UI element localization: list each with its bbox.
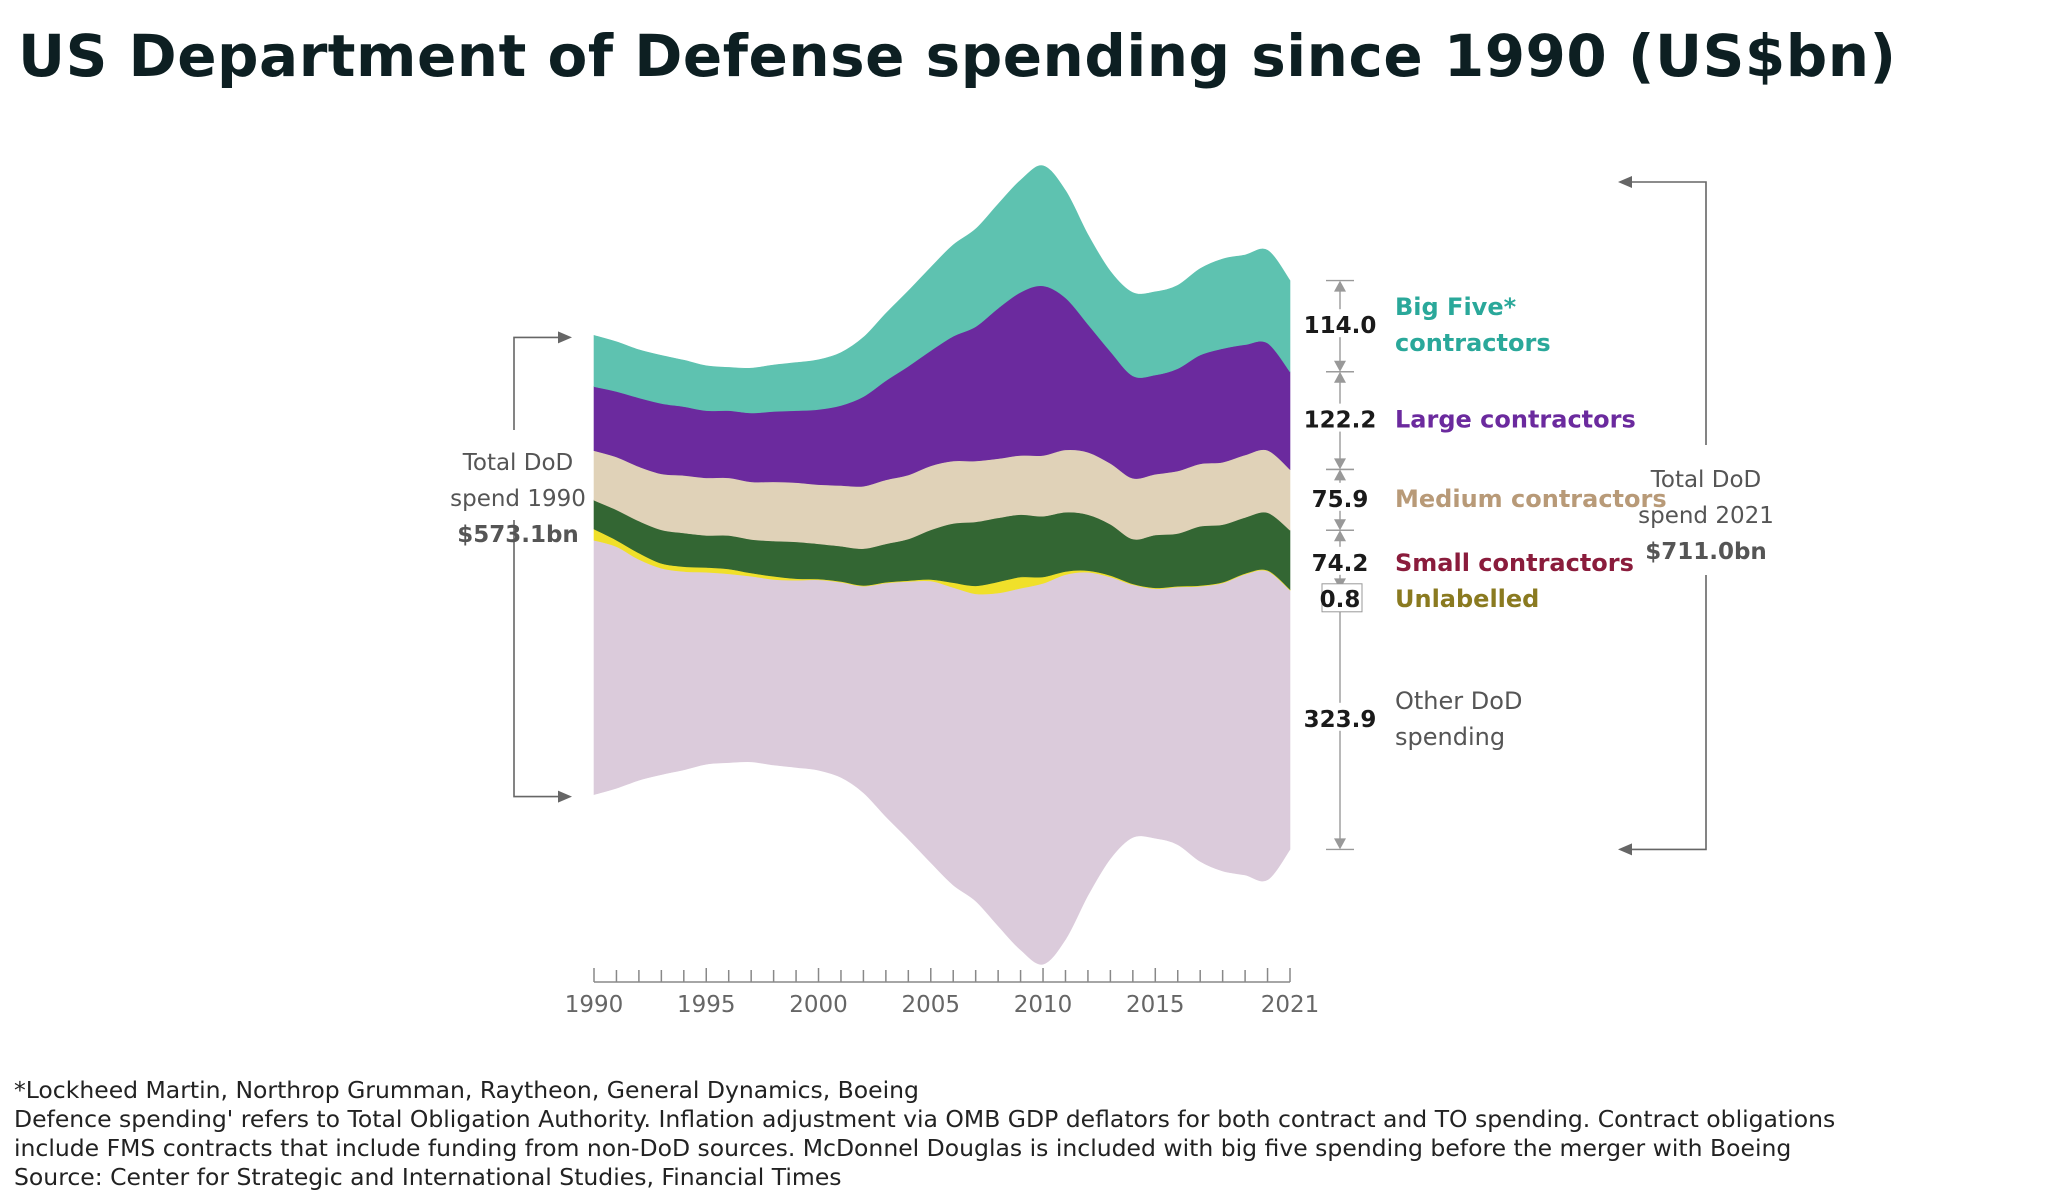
- x-tick-label: 2021: [1261, 992, 1320, 1018]
- x-tick-label: 2000: [789, 992, 848, 1018]
- x-tick-label: 2015: [1126, 992, 1185, 1018]
- arrow-down-icon: [1334, 458, 1346, 470]
- x-tick-label: 2010: [1014, 992, 1073, 1018]
- bracket-line: [513, 336, 560, 430]
- value-label-small: 74.2: [1312, 551, 1369, 577]
- value-label-large: 122.2: [1304, 408, 1377, 434]
- value-bg: [1306, 309, 1374, 338]
- series-label-small: Small contractors: [1395, 549, 1634, 577]
- arrow-right-icon: [558, 790, 572, 803]
- total-2021-label: spend 2021: [1638, 503, 1774, 529]
- series-label-unlabelled: Unlabelled: [1395, 585, 1539, 613]
- footnote-definition-cont: include FMS contracts that include fundi…: [14, 1134, 1792, 1162]
- total-2021-bracket: [1618, 176, 1707, 856]
- total-1990-label: spend 1990: [450, 486, 586, 512]
- bracket-line: [513, 520, 560, 798]
- value-label-unlabelled: 0.8: [1320, 587, 1361, 613]
- footnote-source: Source: Center for Strategic and Interna…: [14, 1163, 842, 1191]
- x-tick-label: 2005: [902, 992, 961, 1018]
- arrow-left-icon: [1618, 176, 1632, 188]
- x-axis: 1990 1995 2000 2005 2010 2015 2021: [565, 968, 1320, 1018]
- value-bg: [1306, 546, 1374, 575]
- total-2021-label: Total DoD: [1650, 467, 1762, 493]
- arrow-up-icon: [1334, 469, 1346, 481]
- footnote-definition: Defence spending' refers to Total Obliga…: [14, 1105, 1836, 1133]
- total-1990-label: Total DoD: [462, 450, 574, 476]
- series-label-big-five: Big Five*: [1395, 293, 1517, 321]
- stream-layer-other-dod-spending: [593, 539, 1291, 965]
- series-label-large: Large contractors: [1395, 406, 1636, 434]
- stream-layers: [593, 165, 1291, 965]
- x-tick-label: 1995: [677, 992, 736, 1018]
- series-label-medium: Medium contractors: [1395, 485, 1667, 513]
- bracket-line: [1630, 575, 1707, 851]
- series-label-other: Other DoD: [1395, 687, 1522, 715]
- arrow-down-icon: [1334, 838, 1346, 850]
- chart-title: US Department of Defense spending since …: [18, 22, 1897, 90]
- total-1990-value: $573.1bn: [457, 522, 579, 548]
- value-bg: [1306, 702, 1374, 731]
- bracket-line: [1630, 181, 1707, 445]
- footnote-asterisk: *Lockheed Martin, Northrop Grumman, Rayt…: [14, 1076, 919, 1104]
- series-label-other: spending: [1395, 723, 1505, 751]
- arrow-up-icon: [1334, 280, 1346, 292]
- value-label-medium: 75.9: [1312, 487, 1369, 513]
- series-label-big-five: contractors: [1395, 329, 1551, 357]
- stream-layer-big-five-contractors: [593, 165, 1291, 414]
- arrow-down-icon: [1334, 519, 1346, 531]
- value-bg: [1306, 403, 1374, 432]
- x-tick-label: 1990: [565, 992, 624, 1018]
- annotations: 114.0 Big Five* contractors 122.2 Large cont…: [450, 176, 1774, 856]
- value-box: [1321, 583, 1363, 613]
- total-1990-bracket: [513, 331, 572, 803]
- value-label-big-five: 114.0: [1304, 313, 1377, 339]
- value-label-other: 323.9: [1304, 707, 1377, 733]
- value-bg: [1306, 482, 1374, 511]
- arrow-up-icon: [1334, 530, 1346, 542]
- arrow-down-icon: [1334, 360, 1346, 372]
- total-2021-value: $711.0bn: [1645, 539, 1767, 565]
- arrow-left-icon: [1618, 843, 1632, 856]
- arrow-right-icon: [558, 331, 572, 344]
- footnotes: *Lockheed Martin, Northrop Grumman, Rayt…: [14, 1076, 2034, 1192]
- arrow-up-icon: [1334, 371, 1346, 383]
